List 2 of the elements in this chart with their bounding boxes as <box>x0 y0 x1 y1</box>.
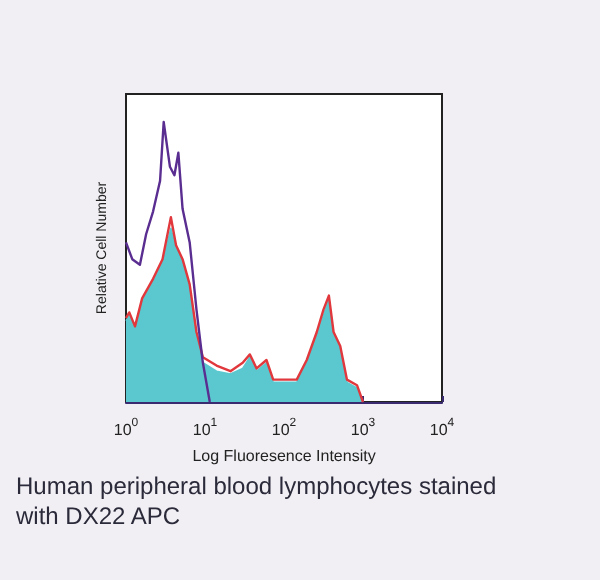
x-axis-title: Log Fluoresence Intensity <box>192 446 376 465</box>
text: Human peripheral blood lymphocytes stained with DX22 APC <box>16 472 499 532</box>
